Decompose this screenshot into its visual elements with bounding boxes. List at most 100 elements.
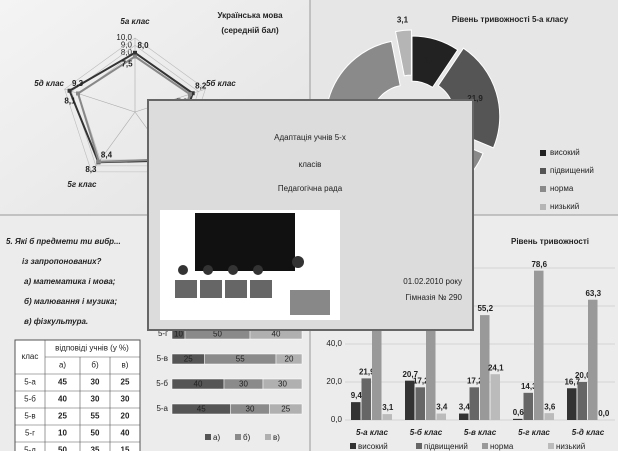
table-cell: 10 xyxy=(58,429,67,438)
question-line: в) фізкультура. xyxy=(24,317,88,326)
x-tick-label: 5-д клас xyxy=(572,428,605,437)
data-label: 40 xyxy=(194,380,203,389)
bar xyxy=(578,382,588,420)
bar xyxy=(567,388,577,420)
table-subheader: в) xyxy=(122,361,129,370)
table-cell: 5-б xyxy=(24,395,36,404)
data-label: 8,3 xyxy=(85,165,97,174)
legend-label: б) xyxy=(243,433,251,442)
legend-label: в) xyxy=(273,433,280,442)
data-label: 8,1 xyxy=(64,97,76,106)
data-label: 55 xyxy=(236,355,245,364)
axis-label: 5а клас xyxy=(120,17,150,26)
table-cell: 50 xyxy=(58,446,67,451)
legend-label: низький xyxy=(556,442,585,451)
question-line: а) математика і мова; xyxy=(24,277,116,286)
table-cell: 5-г xyxy=(25,429,35,438)
slide-title: Адаптація учнів 5-х xyxy=(274,133,346,142)
legend-label: норма xyxy=(550,184,574,193)
axis-label: 5б клас xyxy=(206,79,236,88)
teacher xyxy=(292,256,304,268)
question-line: 5. Які б предмети ти вибр... xyxy=(6,237,121,246)
data-label: 9,4 xyxy=(424,56,436,65)
category-label: 5-б xyxy=(156,379,168,388)
desk xyxy=(225,280,247,298)
bar xyxy=(534,271,544,420)
legend-swatch xyxy=(265,434,271,440)
screenshot: Українська мова(середній бал)8,09,010,05… xyxy=(0,0,618,451)
radar-point xyxy=(188,92,192,96)
y-tick-label: 20,0 xyxy=(326,377,342,386)
pupil xyxy=(203,265,213,275)
bar xyxy=(470,387,480,420)
table-cell: 40 xyxy=(121,429,130,438)
table-cell: 5-д xyxy=(24,446,36,451)
x-tick-label: 5-а клас xyxy=(356,428,388,437)
data-label: 25 xyxy=(281,405,290,414)
data-label: 30 xyxy=(246,405,255,414)
table-cell: 35 xyxy=(91,446,100,451)
data-label: 78,6 xyxy=(531,260,547,269)
slide-date: 01.02.2010 року xyxy=(403,277,462,286)
data-label: 30 xyxy=(278,380,287,389)
data-label: 20 xyxy=(285,355,294,364)
table-cell: 55 xyxy=(91,412,100,421)
table-cell: 30 xyxy=(121,395,130,404)
legend-label: високий xyxy=(550,148,580,157)
table-cell: 30 xyxy=(91,395,100,404)
legend-label: підвищений xyxy=(550,166,594,175)
axis-label: 5г клас xyxy=(67,180,97,189)
bar xyxy=(491,374,501,420)
bar xyxy=(524,393,534,420)
desk xyxy=(175,280,197,298)
teacher-desk xyxy=(290,290,330,315)
r-tick-label: 10,0 xyxy=(116,33,132,42)
legend-swatch xyxy=(482,443,488,449)
data-label: 8,4 xyxy=(101,150,113,159)
table-subheader: б) xyxy=(91,361,99,370)
pie-title: Рівень тривожності 5-а класу xyxy=(452,15,569,24)
desk xyxy=(200,280,222,298)
radar-title: Українська мова xyxy=(217,11,283,20)
blackboard xyxy=(195,213,295,271)
x-tick-label: 5-б клас xyxy=(410,428,443,437)
data-label: 3,4 xyxy=(436,403,448,412)
legend-swatch xyxy=(205,434,211,440)
data-label: 9,3 xyxy=(72,79,84,88)
data-label: 8,2 xyxy=(195,81,207,90)
slide-title: класів xyxy=(299,160,322,169)
legend-swatch xyxy=(416,443,422,449)
table-cell: 50 xyxy=(91,429,100,438)
legend-label: високий xyxy=(358,442,388,451)
slide-school: Гімназія № 290 xyxy=(405,293,462,302)
radar-point xyxy=(68,89,72,93)
bar xyxy=(416,387,426,420)
bar xyxy=(513,419,523,420)
data-label: 7,5 xyxy=(121,60,133,69)
data-label: 0,6 xyxy=(513,408,525,417)
radar-point xyxy=(133,55,137,59)
question-line: із запропонованих? xyxy=(22,257,102,266)
data-label: 3,6 xyxy=(544,402,556,411)
legend-swatch xyxy=(540,186,546,192)
bar xyxy=(383,414,393,420)
radar-point xyxy=(133,51,137,55)
bar xyxy=(459,414,469,420)
y-tick-label: 40,0 xyxy=(326,339,342,348)
bar xyxy=(545,413,555,420)
pupil xyxy=(253,265,263,275)
table-cell: 25 xyxy=(58,412,67,421)
data-label: 25 xyxy=(184,355,193,364)
table-cell: 30 xyxy=(91,378,100,387)
bar xyxy=(437,414,447,420)
table-cell: 25 xyxy=(121,378,130,387)
category-label: 5-в xyxy=(157,354,168,363)
data-label: 3,1 xyxy=(382,403,394,412)
pupil xyxy=(178,265,188,275)
data-label: 55,2 xyxy=(477,304,493,313)
category-label: 5-а xyxy=(156,404,168,413)
radar-point xyxy=(97,160,101,164)
slide-subtitle: Педагогічна рада xyxy=(278,184,343,193)
legend-swatch xyxy=(540,150,546,156)
radar-subtitle: (середній бал) xyxy=(221,26,279,35)
